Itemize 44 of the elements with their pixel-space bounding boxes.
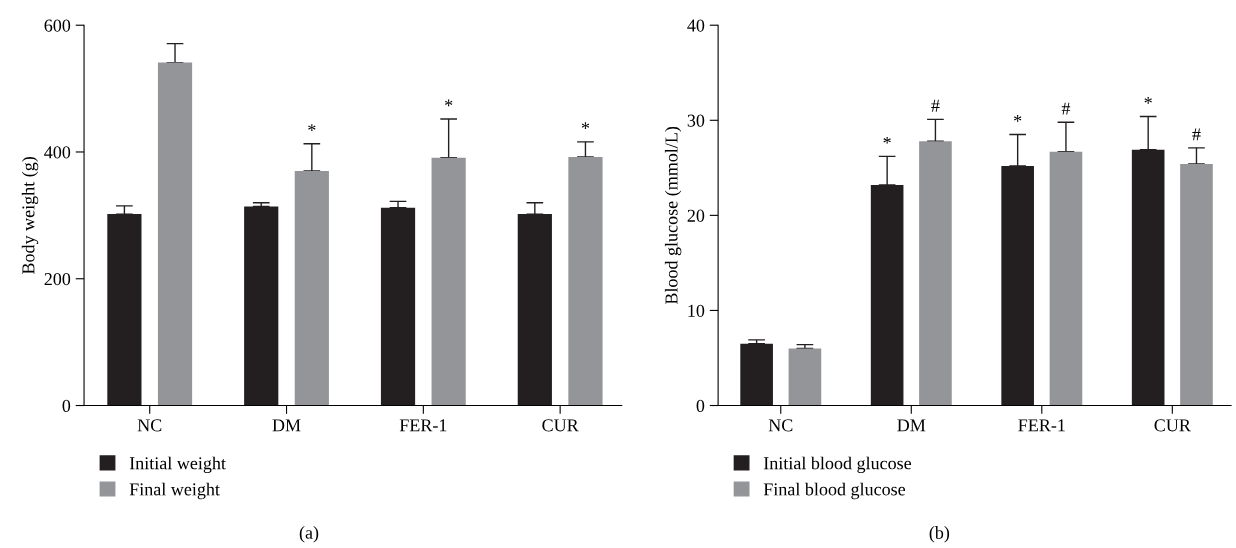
legend-label: Initial blood glucose	[763, 456, 912, 474]
bar	[740, 343, 773, 406]
annotation: #	[1192, 128, 1201, 141]
text: (b)	[929, 526, 950, 543]
legend-label: Initial weight	[129, 456, 226, 474]
bar	[157, 62, 193, 406]
annotation: *	[883, 136, 891, 144]
x-tick-label: FER-1	[1018, 419, 1065, 432]
annotation: #	[931, 99, 940, 112]
annotation: *	[445, 99, 453, 107]
y-tick-label: 0	[696, 399, 705, 412]
y-tick-label: 400	[44, 146, 71, 159]
annotation: #	[1061, 102, 1071, 115]
annotation: *	[308, 124, 316, 131]
bar	[244, 206, 279, 406]
bar	[1049, 151, 1083, 406]
bar	[1180, 164, 1213, 406]
y-tick-label: 20	[687, 209, 705, 222]
y-tick-label: 30	[687, 114, 705, 127]
x-tick-label: CUR	[1154, 419, 1191, 432]
text: (a)	[299, 526, 319, 543]
x-tick-label: CUR	[542, 419, 579, 432]
annotation: *	[1014, 115, 1022, 122]
y-tick-label: 10	[688, 304, 705, 317]
y-tick-label: 0	[62, 399, 71, 412]
x-tick-label: NC	[137, 419, 162, 432]
x-tick-label: FER-1	[399, 419, 447, 432]
bar	[431, 157, 466, 406]
y-tick-label: 600	[44, 19, 71, 32]
y-tick-label: 40	[687, 19, 705, 32]
x-tick-label: NC	[768, 419, 793, 432]
legend-label: Final weight	[129, 482, 220, 500]
x-tick-label: DM	[272, 419, 301, 432]
annotation: *	[581, 122, 590, 129]
bar	[568, 157, 603, 406]
y-tick-label: 200	[44, 273, 71, 286]
bar	[919, 141, 952, 406]
legend-label: Final blood glucose	[763, 482, 906, 500]
bar	[294, 170, 329, 406]
y-axis-title: Body weight (g)	[21, 156, 39, 275]
bar	[788, 348, 822, 406]
y-axis-title: Blood glucose (mmol/L)	[664, 126, 682, 305]
x-tick-label: DM	[897, 419, 926, 432]
annotation: *	[1144, 97, 1152, 104]
